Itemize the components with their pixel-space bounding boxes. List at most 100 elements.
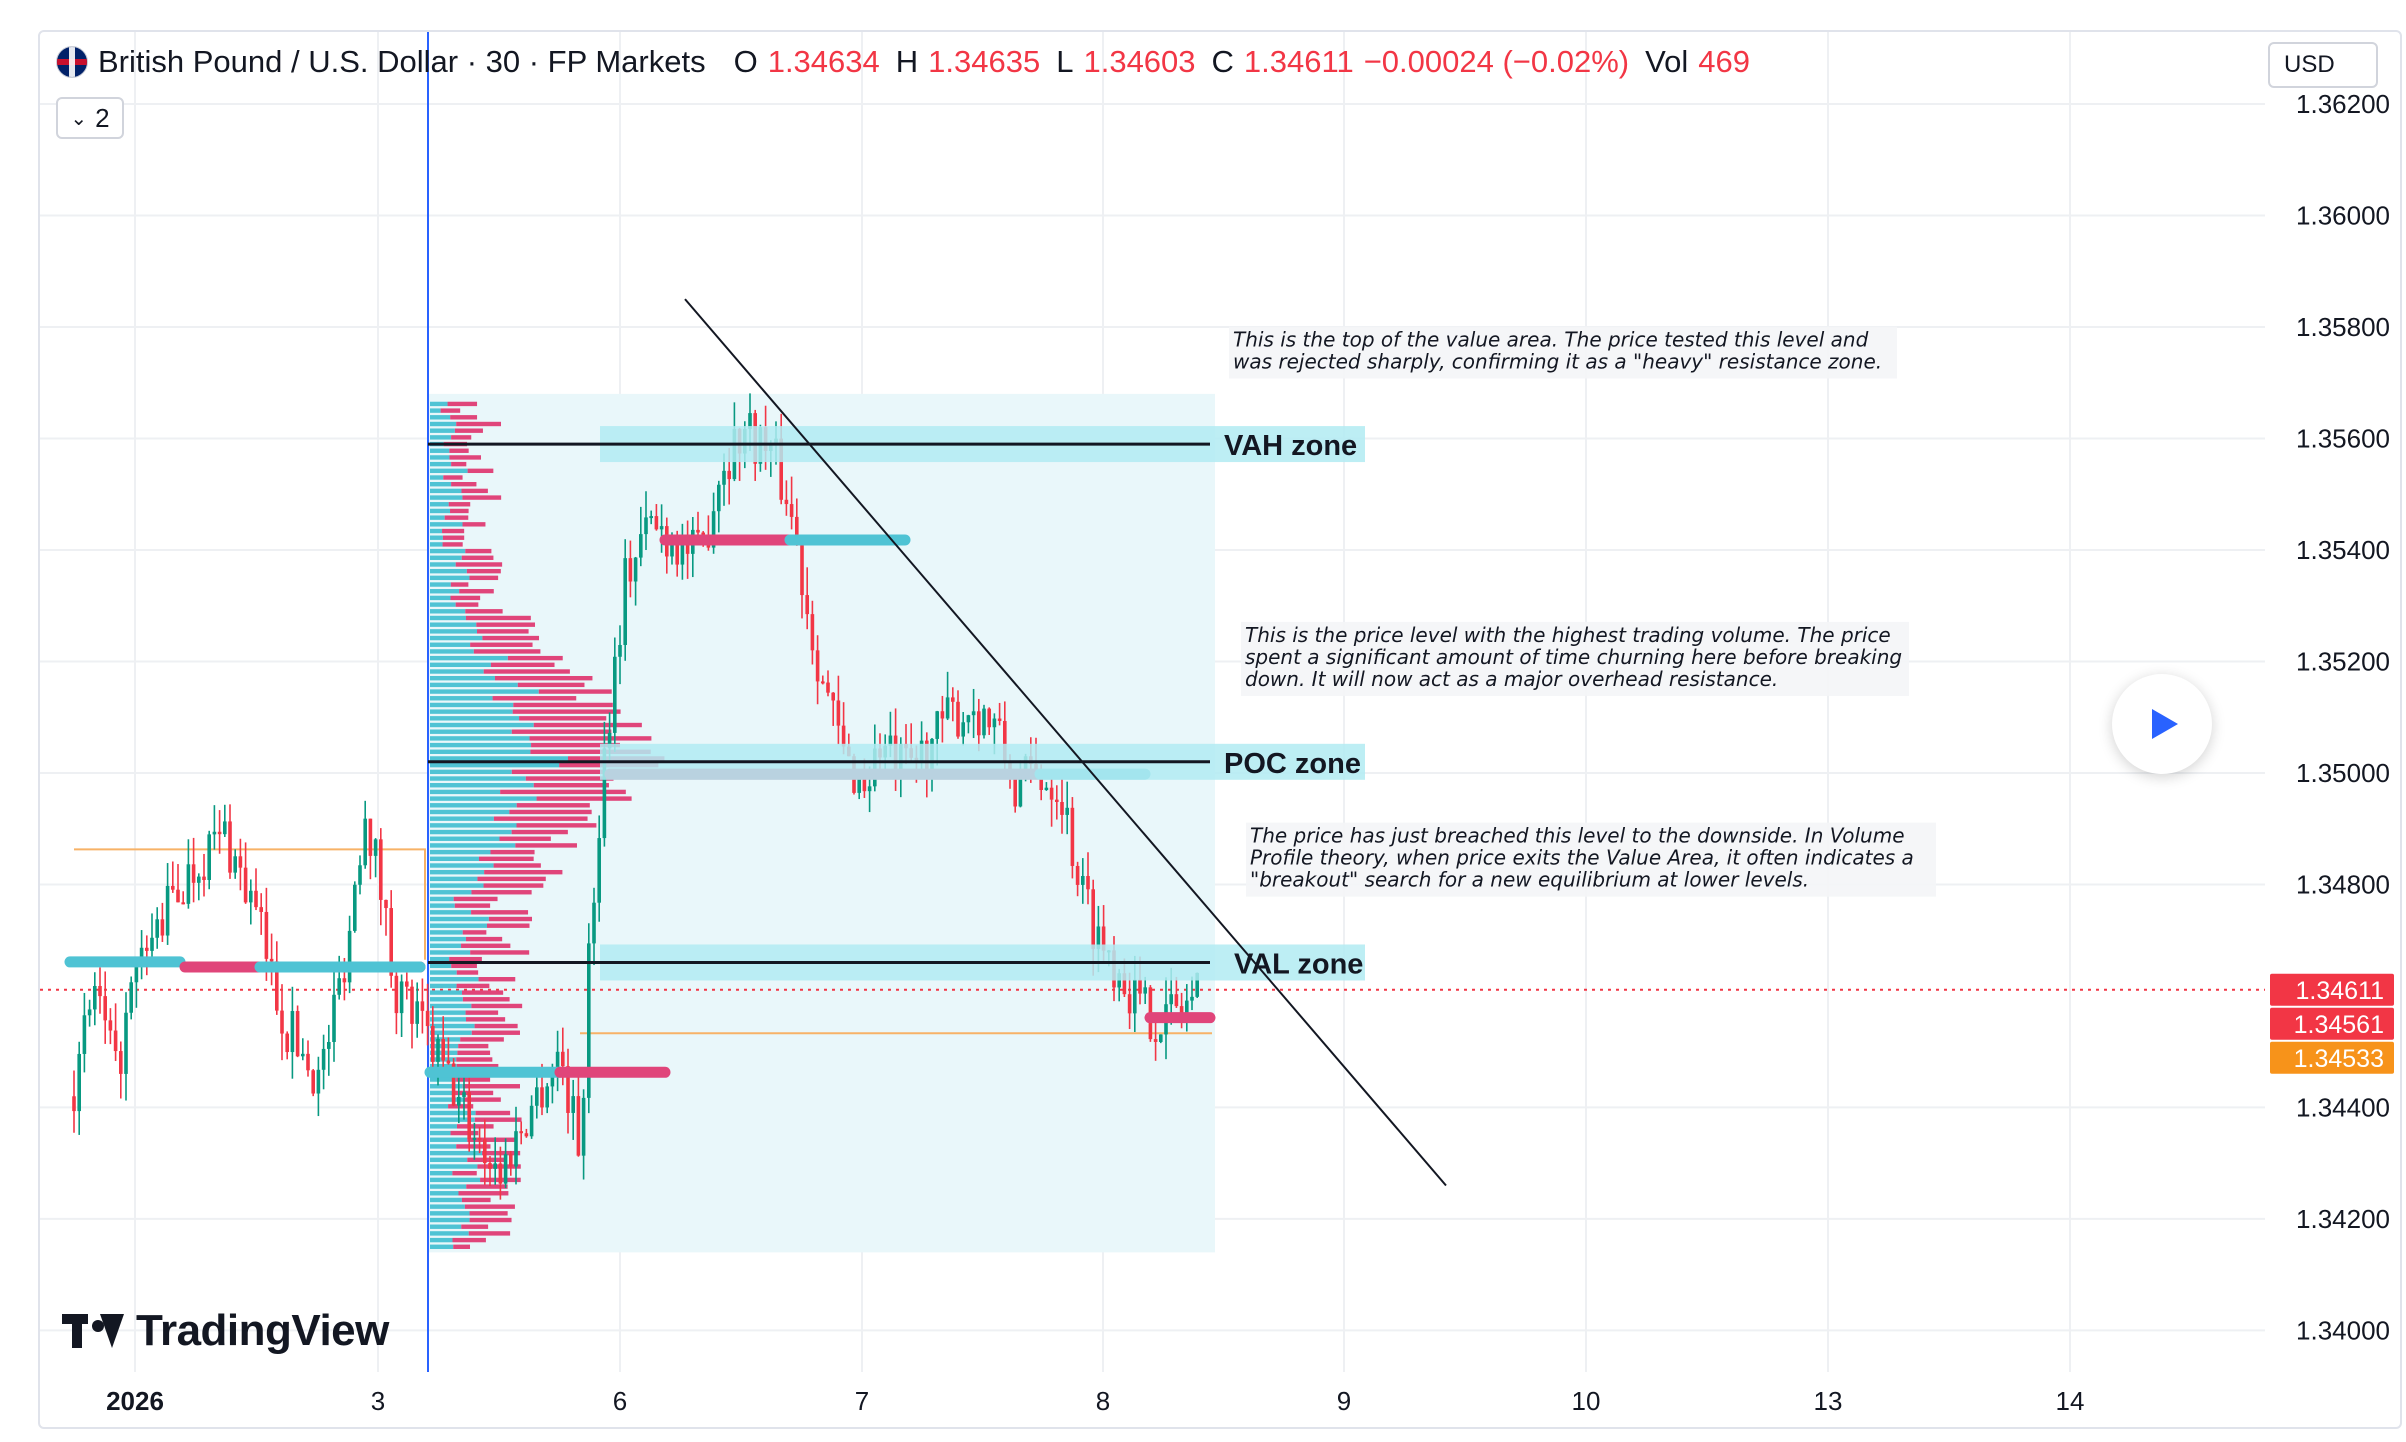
candle-up	[587, 943, 591, 1098]
profile-bar-down	[465, 615, 531, 621]
candle-down	[1174, 994, 1179, 1007]
profile-bar-down	[442, 535, 465, 540]
profile-bar-up	[430, 977, 479, 982]
profile-bar-up	[430, 662, 491, 668]
profile-bar-down	[531, 742, 620, 748]
candle-up	[613, 656, 617, 733]
candle-down	[810, 614, 815, 651]
candle-down	[841, 725, 846, 747]
profile-bar-up	[430, 401, 448, 407]
indicators-collapse-button[interactable]: ⌄ 2	[56, 97, 124, 139]
open-label: O	[733, 44, 758, 79]
close-label: C	[1211, 44, 1234, 79]
profile-bar-down	[467, 468, 494, 474]
candle-down	[420, 1001, 425, 1011]
candle-down	[488, 1163, 492, 1169]
profile-bar-down	[533, 783, 609, 788]
profile-bar-down	[488, 916, 533, 922]
profile-bar-up	[430, 589, 460, 594]
tradingview-logo[interactable]: TradingView	[62, 1306, 389, 1356]
y-tick-label: 1.34000	[2296, 1315, 2390, 1345]
profile-bar-up	[430, 816, 494, 821]
candle-up	[436, 1038, 440, 1062]
profile-bar-down	[525, 776, 614, 781]
profile-bar-up	[430, 936, 466, 942]
annotation-line: down. It will now act as a major overhea…	[1245, 667, 1778, 691]
profile-bar-up	[430, 528, 443, 534]
profile-bar-down	[466, 1184, 508, 1189]
profile-bar-up	[430, 502, 449, 507]
candle-up	[212, 831, 217, 835]
candle-down	[1122, 973, 1127, 995]
candle-down	[280, 1010, 284, 1034]
profile-bar-up	[430, 475, 444, 480]
currency-button[interactable]: USD	[2268, 42, 2378, 88]
profile-bar-up	[430, 1130, 451, 1136]
candle-down	[1013, 777, 1017, 807]
candle-down	[410, 986, 414, 1024]
profile-bar-up	[430, 1137, 468, 1142]
profile-bar-up	[430, 1184, 467, 1189]
play-icon	[2152, 709, 2178, 739]
candle-down	[789, 504, 794, 517]
chevron-down-icon: ⌄	[70, 107, 88, 130]
profile-bar-up	[430, 990, 463, 995]
profile-bar-up	[430, 856, 479, 862]
candle-up	[722, 470, 726, 485]
profile-bar-up	[430, 1171, 453, 1176]
x-tick-label: 10	[1572, 1386, 1601, 1416]
profile-bar-down	[451, 435, 472, 440]
profile-bar-up	[430, 649, 474, 654]
candle-up	[373, 839, 378, 856]
profile-bar-up	[430, 1231, 469, 1236]
candle-up	[353, 884, 357, 931]
annotation-line: This is the top of the value area. The p…	[1233, 328, 1869, 352]
candle-down	[405, 981, 409, 987]
candle-up	[1065, 807, 1069, 815]
profile-bar-up	[430, 716, 520, 721]
profile-bar-up	[430, 896, 454, 902]
profile-bar-up	[430, 963, 452, 969]
profile-bar-up	[430, 809, 510, 815]
profile-bar-up	[430, 622, 477, 627]
candle-down	[1138, 979, 1142, 994]
candle-up	[332, 994, 336, 1042]
candle-down	[171, 885, 175, 890]
profile-bar-up	[430, 742, 532, 748]
profile-bar-up	[430, 508, 451, 514]
candle-up	[134, 959, 139, 983]
profile-bar-up	[430, 1157, 468, 1163]
candle-up	[316, 1069, 321, 1094]
profile-bar-down	[456, 1077, 491, 1082]
profile-bar-up	[430, 1037, 461, 1042]
candle-up	[77, 1053, 81, 1112]
profile-bar-down	[465, 609, 503, 614]
candle-up	[1190, 996, 1194, 1001]
profile-bar-down	[461, 1224, 489, 1229]
profile-bar-up	[430, 542, 443, 547]
profile-bar-down	[474, 1023, 518, 1029]
candle-down	[862, 776, 867, 792]
candle-up	[233, 856, 237, 873]
x-tick-label: 13	[1814, 1386, 1843, 1416]
profile-bar-down	[458, 1043, 489, 1049]
profile-bar-down	[483, 883, 544, 888]
profile-bar-up	[430, 495, 463, 500]
profile-bar-up	[430, 1164, 478, 1169]
profile-bar-down	[482, 635, 540, 641]
profile-bar-up	[430, 1124, 457, 1129]
profile-bar-down	[536, 796, 632, 801]
profile-bar-up	[430, 468, 468, 474]
annotation-background	[1229, 326, 1897, 379]
candle-down	[384, 899, 388, 909]
profile-bar-up	[430, 836, 500, 841]
replay-button[interactable]	[2112, 674, 2212, 774]
candle-down	[113, 1030, 118, 1052]
candle-down	[228, 821, 232, 873]
profile-bar-down	[462, 990, 504, 995]
symbol-title[interactable]: British Pound / U.S. Dollar · 30 · FP Ma…	[98, 44, 706, 79]
profile-bar-up	[430, 1224, 462, 1229]
profile-bar-up	[430, 1030, 472, 1035]
close-value: 1.34611	[1243, 44, 1354, 79]
